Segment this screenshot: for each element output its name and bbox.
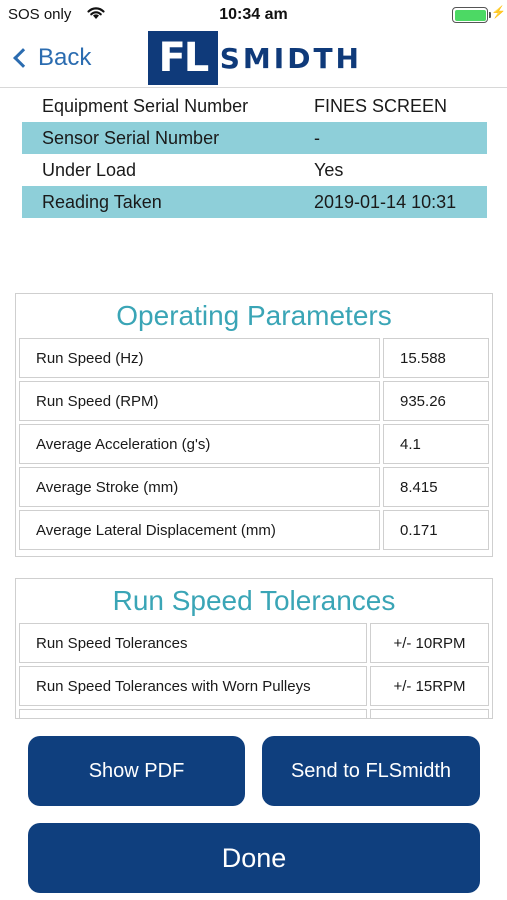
param-value: 8.415 [383, 467, 489, 507]
info-row-reading-taken: Reading Taken 2019-01-14 10:31 [22, 186, 487, 218]
tolerance-value: +/- 15RPM [370, 666, 489, 706]
info-row-sensor-serial: Sensor Serial Number - [22, 122, 487, 154]
info-value: - [314, 128, 320, 148]
tolerance-value [370, 709, 489, 718]
back-button[interactable]: Back [10, 40, 91, 76]
tolerance-label: Run Speed Tolerances [19, 623, 367, 663]
clock-time: 10:34 am [219, 6, 288, 23]
info-label: Sensor Serial Number [42, 128, 220, 148]
table-row: Run Speed (Hz) 15.588 [19, 338, 489, 378]
table-row: Average Lateral Displacement (mm) 0.171 [19, 510, 489, 550]
param-label: Run Speed (Hz) [19, 338, 380, 378]
param-label: Run Speed (RPM) [19, 381, 380, 421]
run-speed-tolerances-card: Run Speed Tolerances Run Speed Tolerance… [15, 578, 493, 719]
info-value: FINES SCREEN [314, 96, 448, 116]
charging-icon: ⚡ [491, 5, 506, 19]
carrier-label: SOS only [8, 6, 72, 23]
table-row: Average Stroke (mm) 8.415 [19, 467, 489, 507]
logo-mark: FL [148, 31, 218, 85]
back-label: Back [38, 44, 92, 71]
operating-parameters-title: Operating Parameters [116, 300, 392, 331]
send-to-flsmidth-button[interactable]: Send to FLSmidth [262, 736, 480, 806]
tolerance-value: +/- 10RPM [370, 623, 489, 663]
info-value: 2019-01-14 10:31 [314, 192, 457, 212]
flsmidth-logo: FL SMIDTH [148, 31, 362, 85]
info-label: Reading Taken [42, 192, 162, 212]
navigation-bar: Back FL SMIDTH [0, 30, 507, 88]
info-row-under-load: Under Load Yes [22, 154, 487, 186]
table-row [19, 709, 489, 718]
battery-tip [489, 12, 491, 18]
reading-info: Equipment Serial Number FINES SCREEN Sen… [22, 90, 487, 218]
show-pdf-button[interactable]: Show PDF [28, 736, 245, 806]
param-value: 0.171 [383, 510, 489, 550]
param-label: Average Lateral Displacement (mm) [19, 510, 380, 550]
run-speed-tolerances-title: Run Speed Tolerances [112, 585, 396, 616]
info-value: Yes [314, 160, 344, 180]
param-label: Average Stroke (mm) [19, 467, 380, 507]
action-bar: Show PDF Send to FLSmidth Done [0, 719, 507, 900]
info-row-equipment-serial: Equipment Serial Number FINES SCREEN [22, 90, 487, 122]
table-row: Run Speed Tolerances with Worn Pulleys +… [19, 666, 489, 706]
chevron-left-icon [13, 48, 33, 68]
param-value: 4.1 [383, 424, 489, 464]
battery-level [454, 9, 486, 21]
tolerance-label: Run Speed Tolerances with Worn Pulleys [19, 666, 367, 706]
table-row: Run Speed (RPM) 935.26 [19, 381, 489, 421]
wifi-icon [86, 5, 106, 26]
done-button[interactable]: Done [28, 823, 480, 893]
param-value: 15.588 [383, 338, 489, 378]
param-value: 935.26 [383, 381, 489, 421]
status-bar: SOS only 10:34 am ⚡ [0, 0, 507, 30]
battery-icon [452, 7, 491, 23]
table-row: Run Speed Tolerances +/- 10RPM [19, 623, 489, 663]
info-label: Under Load [42, 160, 137, 180]
info-label: Equipment Serial Number [42, 96, 249, 116]
param-label: Average Acceleration (g's) [19, 424, 380, 464]
tolerance-label [19, 709, 367, 718]
logo-wordmark: SMIDTH [219, 41, 362, 75]
table-row: Average Acceleration (g's) 4.1 [19, 424, 489, 464]
operating-parameters-card: Operating Parameters Run Speed (Hz) 15.5… [15, 293, 493, 557]
